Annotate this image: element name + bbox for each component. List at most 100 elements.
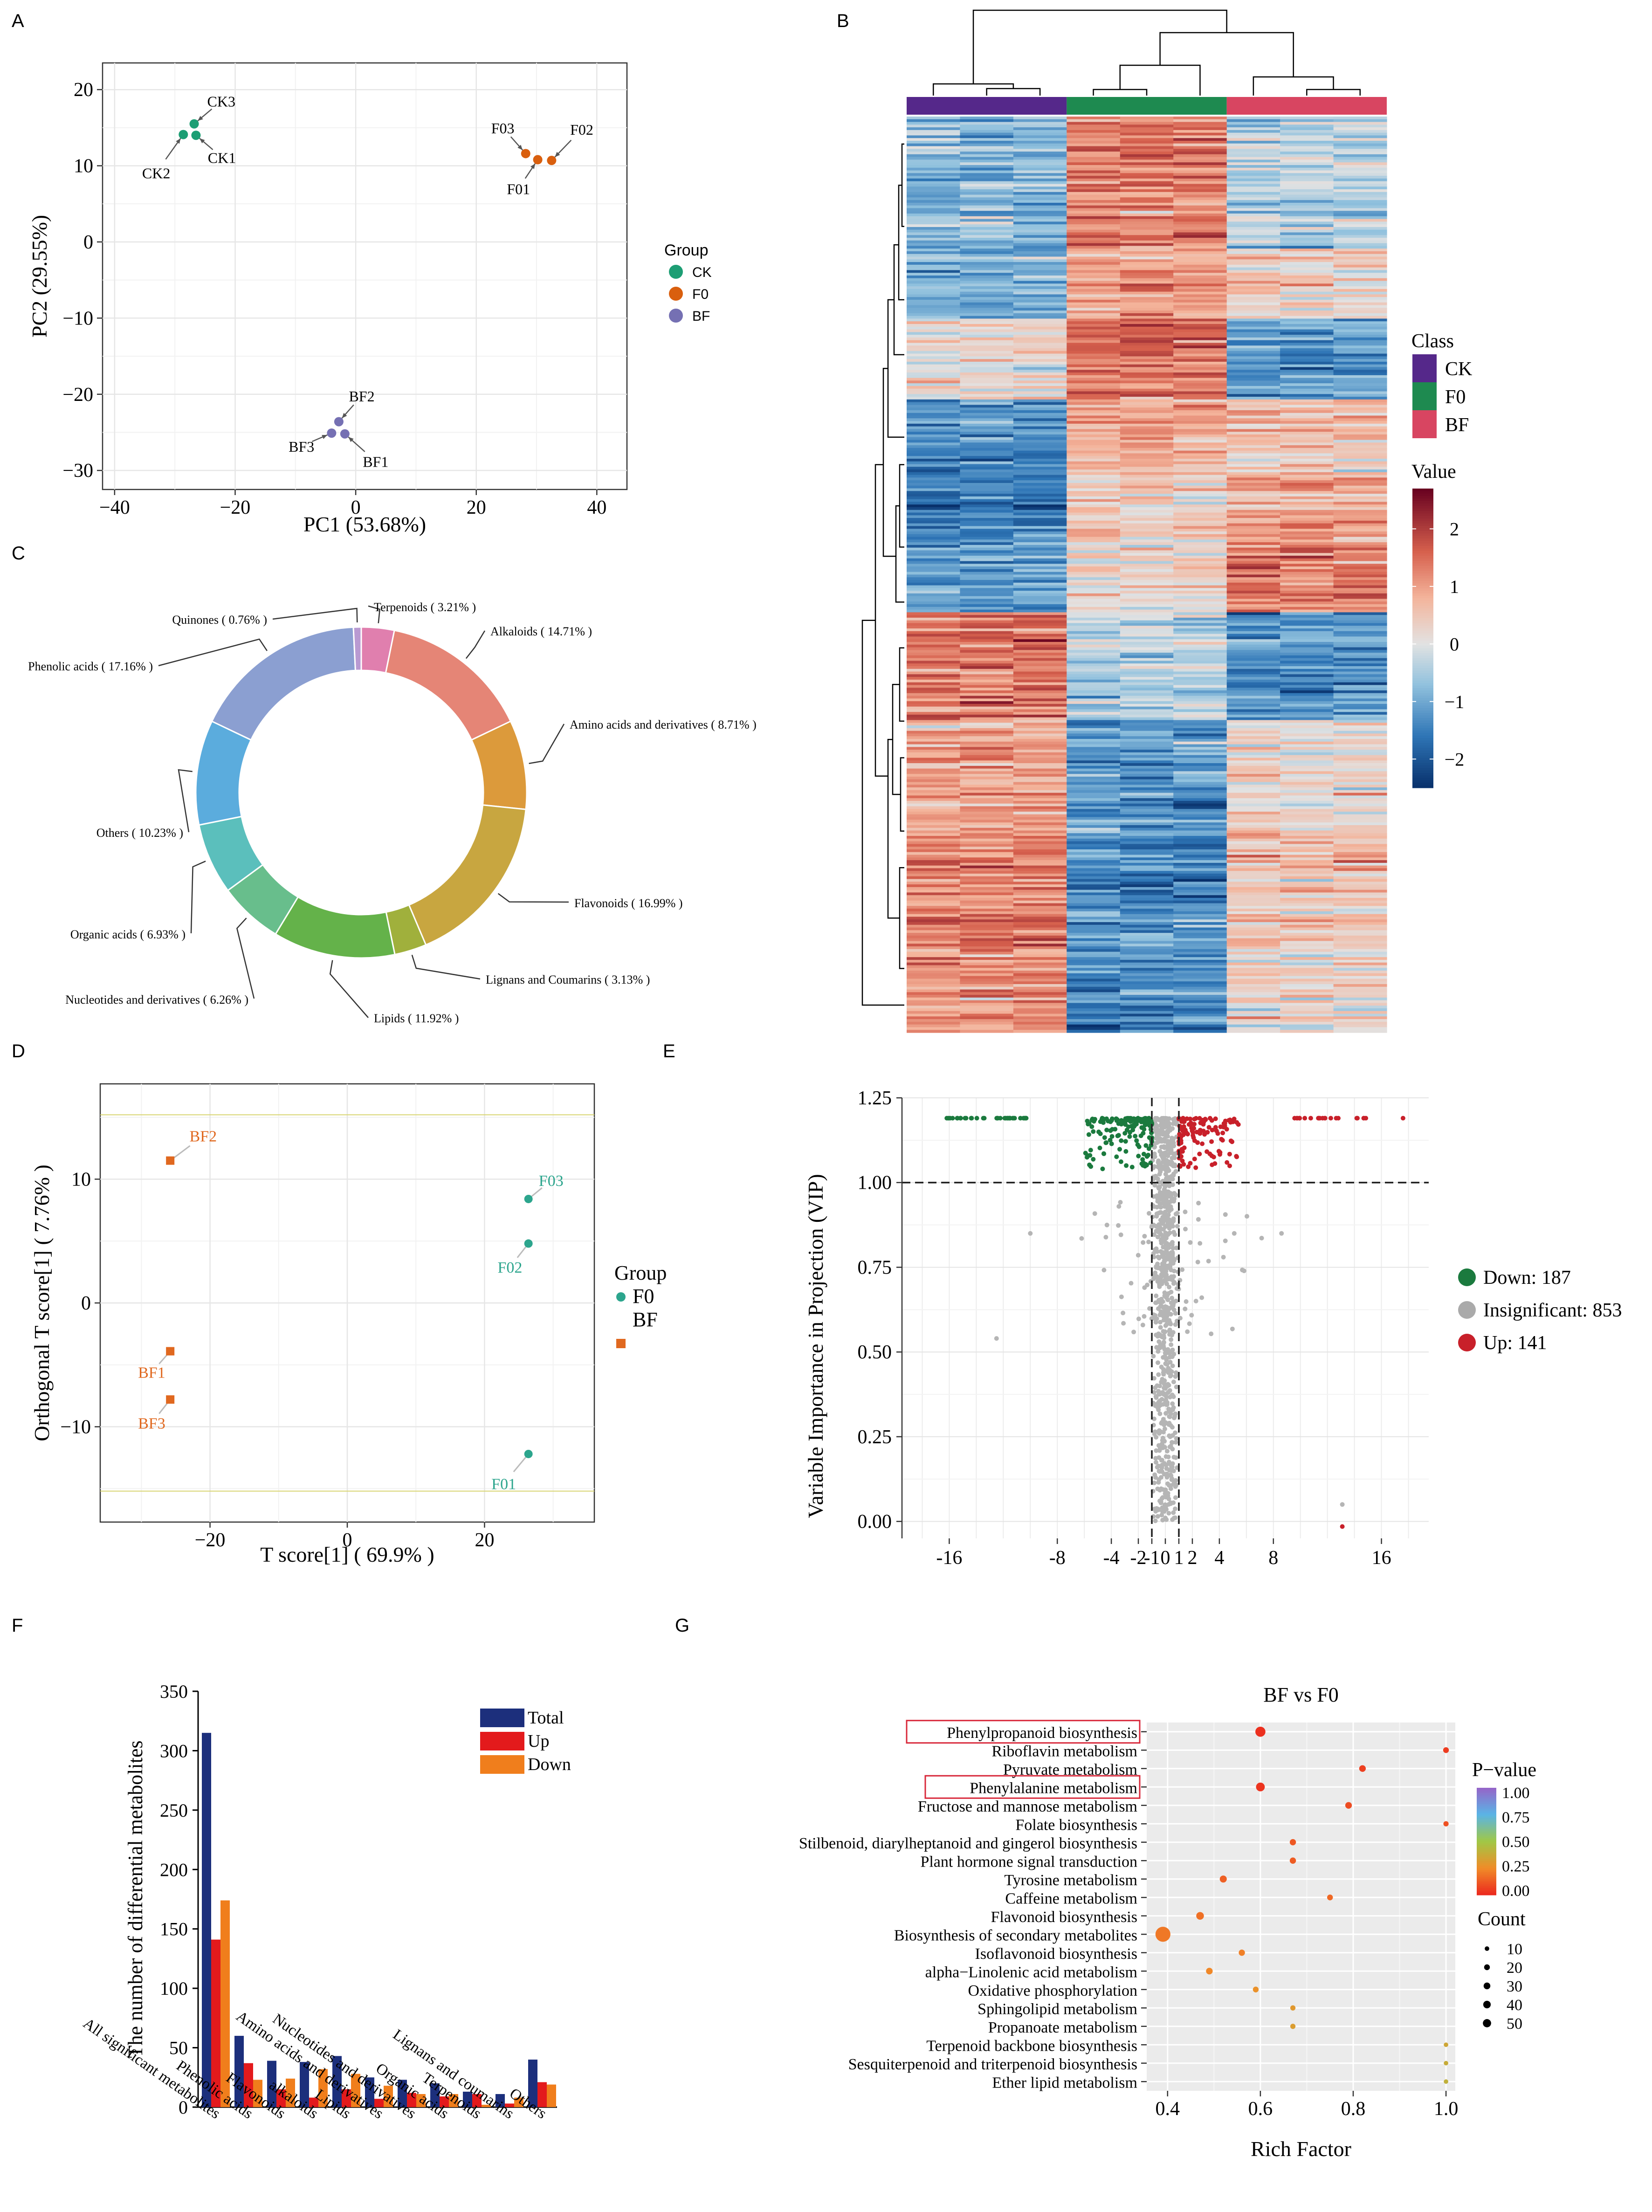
heatmap-cell: [1013, 954, 1067, 958]
heatmap-cell: [1013, 650, 1067, 653]
heatmap-cell: [1013, 127, 1067, 131]
heatmap-cell: [1173, 957, 1227, 960]
heatmap-cell: [1280, 703, 1334, 707]
pvalue-band: [1477, 1804, 1496, 1806]
volcano-point: [1294, 1116, 1300, 1121]
heatmap-cell: [1333, 504, 1387, 508]
bar-up: [342, 2089, 351, 2107]
heatmap-cell: [907, 224, 960, 227]
heatmap-cell: [907, 375, 960, 379]
volcano-point: [1173, 1430, 1177, 1435]
heatmap-cell: [1120, 922, 1174, 925]
heatmap-cell: [907, 989, 960, 992]
heatmap-cell: [1226, 979, 1280, 982]
heatmap-cell: [907, 698, 960, 702]
heatmap-cell: [1067, 752, 1121, 756]
heatmap-cell: [960, 278, 1014, 282]
bar-down: [384, 2086, 393, 2107]
heatmap-cell: [907, 787, 960, 791]
heatmap-cell: [1226, 170, 1280, 173]
heatmap-cell: [1333, 730, 1387, 734]
volcano-point: [1165, 1254, 1170, 1259]
heatmap-cell: [1333, 310, 1387, 314]
volcano-point: [1162, 1267, 1167, 1272]
label-connector: [516, 1246, 527, 1258]
heatmap-cell: [1067, 361, 1121, 365]
y-tick-label: 0: [81, 1293, 91, 1314]
colorbar-band: [1412, 538, 1433, 541]
heatmap-cell: [1333, 933, 1387, 936]
heatmap-cell: [1226, 297, 1280, 300]
heatmap-cell: [1226, 593, 1280, 597]
heatmap-cell: [1173, 214, 1227, 217]
heatmap-cell: [1333, 240, 1387, 244]
volcano-point: [955, 1116, 960, 1121]
volcano-point: [1108, 1128, 1113, 1133]
heatmap-cell: [960, 655, 1014, 659]
heatmap-cell: [1173, 696, 1227, 699]
heatmap-cell: [1280, 224, 1334, 227]
heatmap-cell: [1226, 666, 1280, 669]
heatmap-cell: [907, 512, 960, 516]
volcano-point: [1157, 1161, 1162, 1166]
heatmap-cell: [1280, 895, 1334, 898]
heatmap-cell: [1333, 1019, 1387, 1022]
heatmap-cell: [1280, 402, 1334, 405]
heatmap-cell: [1013, 316, 1067, 319]
heatmap-cell: [1120, 634, 1174, 637]
heatmap-cell: [1333, 663, 1387, 667]
pvalue-band: [1477, 1847, 1496, 1849]
heatmap-cell: [1067, 550, 1121, 553]
heatmap-cell: [1226, 456, 1280, 459]
heatmap-cell: [1173, 132, 1227, 136]
bar-total: [332, 2056, 342, 2107]
heatmap-cell: [1013, 591, 1067, 594]
heatmap-cell: [1067, 636, 1121, 640]
heatmap-cell: [1120, 957, 1174, 960]
heatmap-cell: [907, 162, 960, 165]
heatmap-cell: [1120, 661, 1174, 664]
heatmap-cell: [907, 995, 960, 998]
class-legend-swatch-CK: [1412, 354, 1437, 382]
heatmap-cell: [1333, 874, 1387, 877]
heatmap-cell: [1333, 1030, 1387, 1033]
pvalue-band: [1477, 1843, 1496, 1846]
colorbar-band: [1412, 750, 1433, 753]
volcano-point: [1146, 1240, 1151, 1245]
heatmap-cell: [1226, 827, 1280, 831]
heatmap-cell: [1226, 588, 1280, 591]
heatmap-cell: [1280, 911, 1334, 915]
heatmap-cell: [1067, 682, 1121, 686]
pvalue-band: [1477, 1818, 1496, 1820]
volcano-point: [1160, 1263, 1165, 1268]
heatmap-cell: [1173, 135, 1227, 138]
heatmap-cell: [1013, 668, 1067, 672]
heatmap-cell: [1013, 862, 1067, 866]
heatmap-cell: [1333, 348, 1387, 351]
heatmap-cell: [1173, 949, 1227, 952]
heatmap-cell: [1226, 836, 1280, 839]
heatmap-cell: [1013, 677, 1067, 680]
heatmap-cell: [1333, 938, 1387, 942]
heatmap-cell: [1280, 300, 1334, 303]
heatmap-cell: [1333, 647, 1387, 650]
heatmap-cell: [1120, 892, 1174, 896]
heatmap-cell: [1013, 372, 1067, 376]
heatmap-cell: [1173, 752, 1227, 756]
heatmap-cell: [1067, 467, 1121, 470]
heatmap-cell: [1173, 838, 1227, 842]
heatmap-cell: [960, 892, 1014, 896]
heatmap-cell: [1120, 542, 1174, 545]
y-tick-label: 0: [179, 2097, 188, 2118]
volcano-point: [1161, 1116, 1166, 1121]
volcano-point: [1153, 1116, 1158, 1121]
heatmap-cell: [1173, 518, 1227, 521]
heatmap-cell: [960, 755, 1014, 758]
heatmap-cell: [1280, 922, 1334, 925]
heatmap-cell: [1226, 407, 1280, 411]
label-connector-head: [348, 437, 354, 442]
heatmap-cell: [1280, 944, 1334, 947]
heatmap-cell: [907, 238, 960, 241]
heatmap-cell: [1173, 432, 1227, 435]
heatmap-cell: [1013, 448, 1067, 451]
